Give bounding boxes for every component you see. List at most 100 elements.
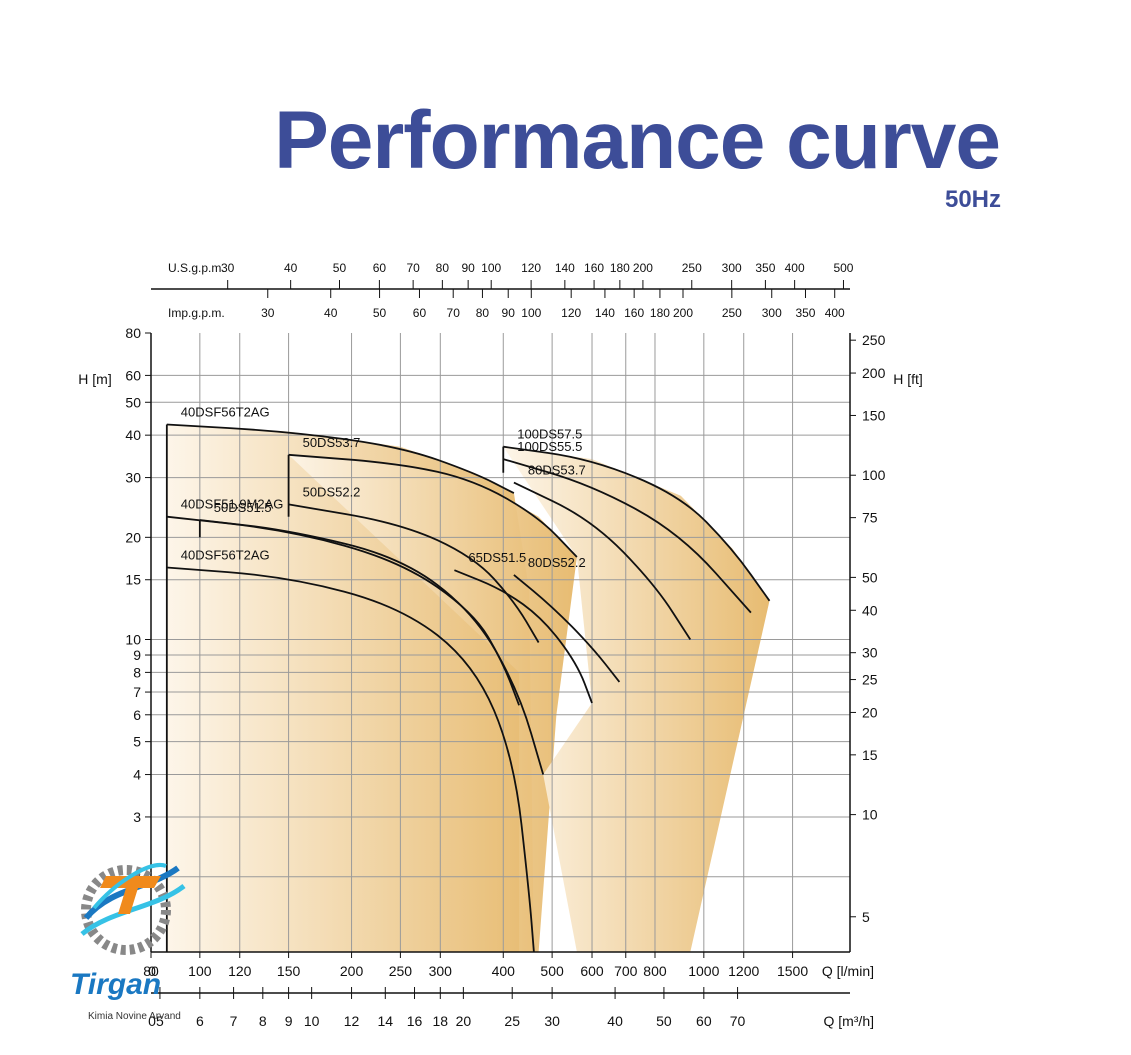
lpm-tick-label: 1500 bbox=[777, 963, 808, 979]
h-ft-tick-label: 25 bbox=[862, 672, 878, 688]
m3h-tick-label: 9 bbox=[285, 1013, 293, 1029]
curve-label: 80DS53.7 bbox=[528, 463, 586, 478]
lpm-tick-label: 1000 bbox=[688, 963, 719, 979]
h-m-tick-label: 4 bbox=[133, 767, 141, 783]
h-ft-tick-label: 150 bbox=[862, 407, 886, 423]
page-title: Performance curve bbox=[274, 95, 1001, 186]
h-m-tick-label: 60 bbox=[125, 367, 141, 383]
operating-region-2 bbox=[288, 454, 577, 952]
x-axis-title-m3h: Q [m³/h] bbox=[823, 1013, 874, 1029]
curve-label: 40DSF56T2AG bbox=[181, 548, 270, 563]
h-m-tick-label: 80 bbox=[125, 325, 141, 341]
h-m-tick-label: 3 bbox=[133, 809, 141, 825]
impgpm-tick-label: 30 bbox=[261, 306, 275, 320]
h-m-tick-label: 7 bbox=[133, 684, 141, 700]
impgpm-tick-label: 350 bbox=[795, 306, 815, 320]
impgpm-tick-label: 90 bbox=[502, 306, 516, 320]
m3h-tick-label: 16 bbox=[407, 1013, 423, 1029]
curve-50ds53.7 bbox=[288, 453, 578, 558]
m3h-tick-label: 5 bbox=[156, 1013, 164, 1029]
usgpm-tick-label: 200 bbox=[633, 261, 653, 275]
lpm-zero-label: 0 bbox=[148, 963, 156, 979]
usgpm-tick-label: 120 bbox=[521, 261, 541, 275]
curve-label: 65DS51.5 bbox=[468, 550, 526, 565]
h-ft-tick-label: 50 bbox=[862, 569, 878, 585]
impgpm-tick-label: 80 bbox=[476, 306, 490, 320]
impgpm-tick-label: 70 bbox=[447, 306, 461, 320]
m3h-tick-label: 40 bbox=[607, 1013, 623, 1029]
m3h-tick-label: 7 bbox=[230, 1013, 238, 1029]
impgpm-tick-label: 200 bbox=[673, 306, 693, 320]
m3h-tick-label: 8 bbox=[259, 1013, 267, 1029]
lpm-tick-label: 200 bbox=[340, 963, 364, 979]
m3h-tick-label: 14 bbox=[378, 1013, 394, 1029]
usgpm-axis-label: U.S.g.p.m. bbox=[168, 261, 225, 275]
usgpm-tick-label: 160 bbox=[584, 261, 604, 275]
usgpm-tick-label: 350 bbox=[755, 261, 775, 275]
y-axis-title-left: H [m] bbox=[78, 371, 111, 387]
usgpm-tick-label: 30 bbox=[221, 261, 235, 275]
usgpm-tick-label: 140 bbox=[555, 261, 575, 275]
lpm-tick-label: 400 bbox=[492, 963, 516, 979]
lpm-tick-label: 100 bbox=[188, 963, 212, 979]
m3h-tick-label: 6 bbox=[196, 1013, 204, 1029]
axes: 2345678910152030405060805101520253040507… bbox=[78, 261, 923, 1029]
h-m-tick-label: 50 bbox=[125, 394, 141, 410]
logo-wordmark: Tirgan bbox=[70, 968, 162, 1001]
x-axis-title-lpm: Q [l/min] bbox=[822, 963, 874, 979]
h-m-tick-label: 9 bbox=[133, 647, 141, 663]
curve-label: 100DS57.5 bbox=[517, 427, 582, 442]
impgpm-tick-label: 400 bbox=[825, 306, 845, 320]
m3h-tick-label: 60 bbox=[696, 1013, 712, 1029]
curve-40dsf56t2ag bbox=[166, 423, 515, 494]
m3h-tick-label: 10 bbox=[304, 1013, 320, 1029]
curve-labels: 40DSF56T2AG 40DSF51.9M2AG 40DSF56T2AG 50DS5… bbox=[181, 405, 586, 570]
h-m-tick-label: 30 bbox=[125, 470, 141, 486]
h-ft-tick-label: 30 bbox=[862, 645, 878, 661]
usgpm-tick-label: 180 bbox=[610, 261, 630, 275]
h-ft-tick-label: 10 bbox=[862, 807, 878, 823]
curve-label: 80DS52.2 bbox=[528, 555, 586, 570]
grid-lines bbox=[151, 333, 850, 952]
h-m-tick-label: 15 bbox=[125, 572, 141, 588]
h-ft-tick-label: 100 bbox=[862, 467, 886, 483]
m3h-tick-label: 70 bbox=[730, 1013, 746, 1029]
h-m-tick-label: 5 bbox=[133, 734, 141, 750]
impgpm-tick-label: 160 bbox=[624, 306, 644, 320]
h-ft-tick-label: 5 bbox=[862, 909, 870, 925]
usgpm-tick-label: 250 bbox=[682, 261, 702, 275]
h-m-tick-label: 10 bbox=[125, 631, 141, 647]
lpm-tick-label: 80 bbox=[143, 963, 159, 979]
usgpm-tick-label: 70 bbox=[406, 261, 420, 275]
h-ft-tick-label: 250 bbox=[862, 332, 886, 348]
lpm-tick-label: 300 bbox=[429, 963, 453, 979]
tirgan-logo-icon bbox=[80, 863, 186, 955]
impgpm-tick-label: 300 bbox=[762, 306, 782, 320]
usgpm-tick-label: 80 bbox=[436, 261, 450, 275]
h-ft-tick-label: 15 bbox=[862, 747, 878, 763]
h-m-tick-label: 8 bbox=[133, 664, 141, 680]
curve-100ds55.5 bbox=[503, 458, 752, 614]
usgpm-tick-label: 100 bbox=[481, 261, 501, 275]
curve-80ds52.2 bbox=[513, 574, 621, 683]
impgpm-tick-label: 250 bbox=[722, 306, 742, 320]
lpm-tick-label: 800 bbox=[643, 963, 667, 979]
h-ft-tick-label: 75 bbox=[862, 510, 878, 526]
impgpm-axis-label: Imp.g.p.m. bbox=[168, 306, 225, 320]
h-ft-tick-label: 20 bbox=[862, 704, 878, 720]
h-ft-tick-label: 200 bbox=[862, 365, 886, 381]
impgpm-tick-label: 100 bbox=[521, 306, 541, 320]
curve-65ds51.5 bbox=[454, 569, 593, 704]
m3h-tick-label: 50 bbox=[656, 1013, 672, 1029]
lpm-tick-label: 120 bbox=[228, 963, 252, 979]
curve-label: 100DS55.5 bbox=[517, 439, 582, 454]
impgpm-tick-label: 50 bbox=[373, 306, 387, 320]
h-m-tick-label: 6 bbox=[133, 707, 141, 723]
usgpm-tick-label: 60 bbox=[373, 261, 387, 275]
usgpm-tick-label: 40 bbox=[284, 261, 298, 275]
m3h-zero-label: 0 bbox=[148, 1013, 156, 1029]
usgpm-tick-label: 400 bbox=[785, 261, 805, 275]
curve-80ds53.7 bbox=[513, 481, 692, 640]
operating-regions bbox=[166, 424, 770, 952]
